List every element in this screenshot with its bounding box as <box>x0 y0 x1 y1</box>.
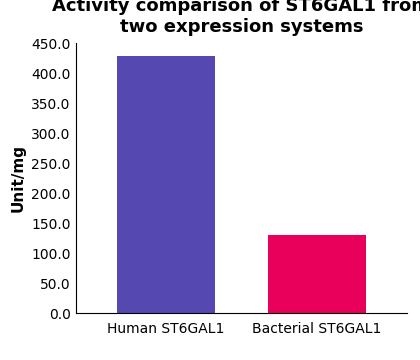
Bar <box>268 235 366 313</box>
Y-axis label: Unit/mg: Unit/mg <box>10 144 26 212</box>
Title: Activity comparison of ST6GAL1 from
two expression systems: Activity comparison of ST6GAL1 from two … <box>52 0 420 36</box>
Bar <box>117 57 215 313</box>
